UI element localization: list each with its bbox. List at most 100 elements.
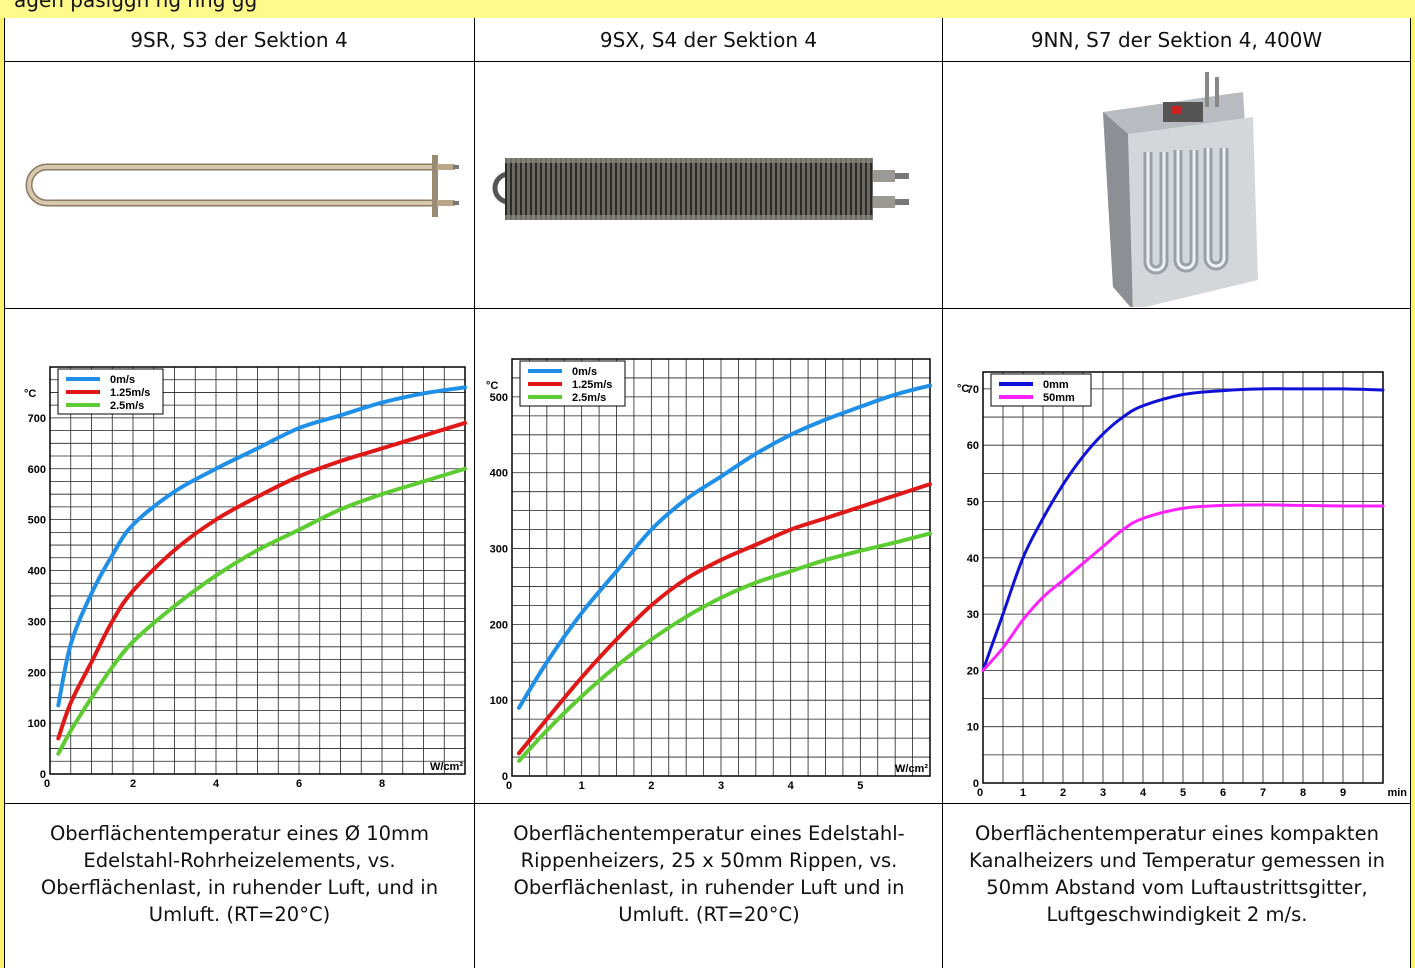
legend-label: 50mm — [1043, 392, 1075, 404]
chart-2: 0 1 2 3 4 5 0 100 200 300 400 500 °C W/cm² 0m/s 1.25m/s… — [475, 309, 942, 803]
chart-1: 0 2 4 6 8 0 100 200 300 400 500 600 700 °C W/cm² 0m/s 1.… — [5, 309, 474, 803]
y-tick-label: 60 — [967, 440, 979, 452]
x-tick-label: 6 — [1220, 787, 1226, 799]
caption-3: Oberflächentemperatur eines kompakten Ka… — [959, 804, 1395, 968]
legend-label: 1.25m/s — [110, 387, 150, 399]
x-tick-label: 3 — [1100, 787, 1106, 799]
table-line — [4, 308, 1411, 309]
table-line — [4, 18, 5, 968]
column-header-2: 9SX, S4 der Sektion 4 — [599, 27, 818, 52]
x-axis-label: W/cm² — [430, 761, 463, 773]
table-line — [4, 61, 1411, 62]
x-tick-label: 0 — [977, 787, 983, 799]
chart-legend: 0m/s1.25m/s2.5m/s — [519, 360, 626, 407]
series-line-0m/s — [516, 383, 932, 710]
x-tick-label: 9 — [1340, 787, 1346, 799]
u-tube-heater-photo — [5, 62, 474, 307]
x-tick-label: 4 — [213, 778, 220, 790]
y-tick-label: 100 — [490, 695, 508, 707]
y-tick-label: 0 — [40, 769, 46, 781]
plot-frame — [511, 358, 931, 777]
chart-3: 0 1 2 3 4 5 6 7 8 9 0 10 20 30 40 50 60 70 °C min 0mm 50mm — [943, 309, 1410, 803]
legend-label: 2.5m/s — [572, 392, 606, 404]
legend-label: 0m/s — [110, 374, 135, 386]
y-tick-label: 70 — [967, 384, 979, 396]
chart-legend: 0m/s1.25m/s2.5m/s — [57, 368, 164, 415]
legend-box — [990, 373, 1092, 407]
y-tick-label: 400 — [490, 468, 508, 480]
plot-frame — [982, 371, 1384, 784]
y-tick-label: 600 — [28, 464, 46, 476]
y-tick-label: 30 — [967, 609, 979, 621]
y-axis-label: °C — [957, 383, 969, 395]
y-tick-label: 700 — [28, 413, 46, 425]
y-tick-label: 40 — [967, 553, 979, 565]
x-tick-label: 8 — [1300, 787, 1306, 799]
duct-heater-photo — [943, 62, 1410, 307]
top-note-strip: agen pasiggn ng nng gg — [0, 0, 1415, 19]
series-line-1.25m/s — [56, 420, 467, 741]
finned-heater-photo — [475, 62, 942, 307]
y-tick-label: 20 — [967, 665, 979, 677]
column-header-3: 9NN, S7 der Sektion 4, 400W — [1030, 27, 1323, 52]
y-tick-label: 500 — [28, 515, 46, 527]
y-tick-label: 0 — [502, 771, 508, 783]
series-line-2.5m/s — [56, 466, 467, 756]
series-line-50mm — [981, 503, 1385, 672]
y-tick-label: 200 — [28, 667, 46, 679]
legend-label: 2.5m/s — [110, 400, 144, 412]
legend-label: 0mm — [1043, 379, 1069, 391]
column-header-1: 9SR, S3 der Sektion 4 — [130, 27, 348, 52]
comparison-table: 9SR, S3 der Sektion 4 9SX, S4 der Sektio… — [4, 18, 1411, 968]
table-line — [474, 18, 475, 968]
x-tick-label: 1 — [579, 780, 585, 792]
x-tick-label: 0 — [506, 780, 512, 792]
y-tick-label: 0 — [973, 778, 979, 790]
right-border — [1411, 18, 1415, 968]
legend-label: 0m/s — [572, 366, 597, 378]
y-tick-label: 200 — [490, 619, 508, 631]
y-tick-label: 50 — [967, 496, 979, 508]
chart-grid — [511, 358, 931, 777]
table-line — [1410, 18, 1411, 968]
y-tick-label: 500 — [490, 392, 508, 404]
x-tick-label: 7 — [1260, 787, 1266, 799]
x-tick-label: 1 — [1020, 787, 1026, 799]
table-line — [4, 803, 1411, 804]
x-tick-label: 3 — [718, 780, 724, 792]
x-tick-label: 4 — [788, 780, 795, 792]
x-tick-label: 4 — [1140, 787, 1147, 799]
series-line-0mm — [981, 387, 1385, 672]
x-tick-label: 6 — [296, 778, 302, 790]
caption-2: Oberflächentemperatur eines Edelstahl-Ri… — [494, 804, 924, 968]
x-tick-label: 2 — [130, 778, 136, 790]
y-tick-label: 400 — [28, 566, 46, 578]
y-tick-label: 100 — [28, 718, 46, 730]
table-line — [942, 18, 943, 968]
y-axis-label: °C — [24, 388, 36, 400]
chart-grid — [982, 372, 1384, 784]
x-tick-label: 5 — [1180, 787, 1186, 799]
x-axis-label: W/cm² — [895, 763, 928, 775]
legend-label: 1.25m/s — [572, 379, 612, 391]
x-tick-label: 0 — [44, 778, 50, 790]
chart-grid — [49, 366, 466, 775]
caption-1: Oberflächentemperatur eines Ø 10mm Edels… — [12, 804, 467, 968]
x-tick-label: 5 — [857, 780, 863, 792]
y-tick-label: 300 — [28, 616, 46, 628]
x-tick-label: 2 — [648, 780, 654, 792]
top-note-text: agen pasiggn ng nng gg — [14, 0, 258, 12]
plot-frame — [49, 366, 466, 775]
left-border — [0, 18, 4, 968]
caption-1-text: Oberflächentemperatur eines Ø 10mm Edels… — [40, 822, 439, 926]
x-axis-label: min — [1387, 787, 1407, 799]
x-tick-label: 8 — [379, 778, 385, 790]
y-tick-label: 10 — [967, 722, 979, 734]
caption-3-text: Oberflächentemperatur eines kompakten Ka… — [969, 822, 1385, 926]
x-tick-label: 2 — [1060, 787, 1066, 799]
chart-2-svg: 0 1 2 3 4 5 0 100 200 300 400 500°C W/cm² 0m/s1.25m/s… — [486, 358, 932, 792]
y-axis-label: °C — [486, 380, 498, 392]
y-tick-label: 300 — [490, 544, 508, 556]
